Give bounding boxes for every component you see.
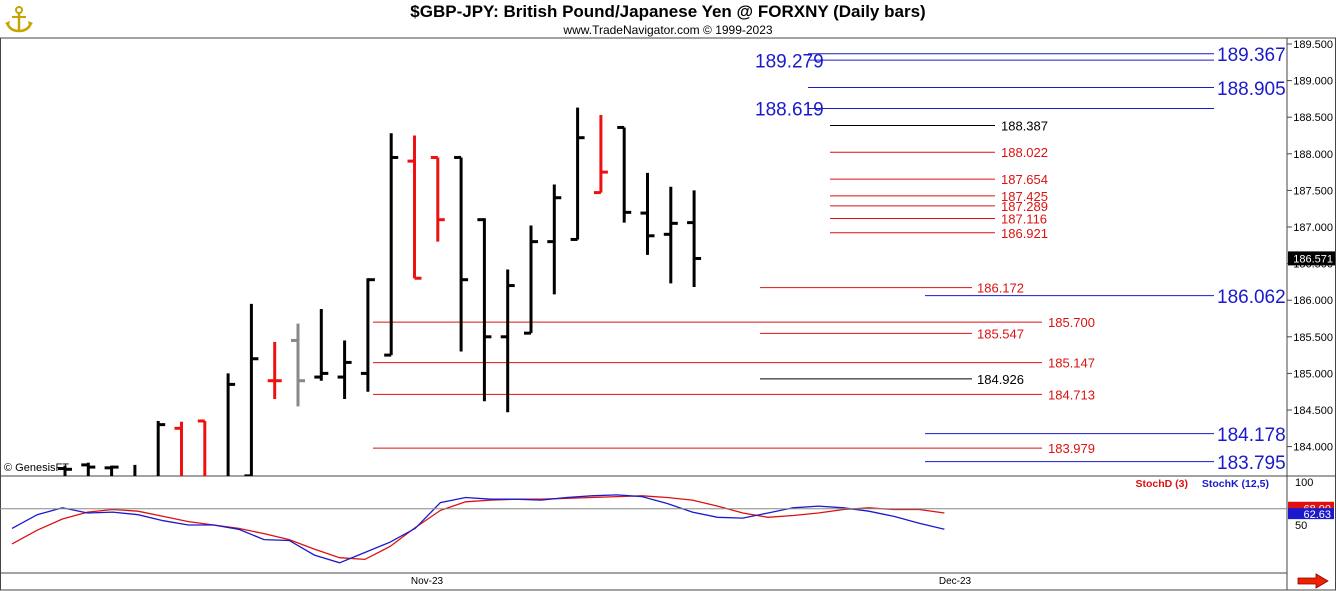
date-label: Nov-23: [411, 576, 444, 587]
level-label: 186.921: [1001, 226, 1048, 241]
price-tick-label: 187.500: [1293, 185, 1333, 197]
anchor-logo-icon: [5, 6, 33, 33]
price-tick-label: 189.000: [1293, 76, 1333, 88]
ohlc-bar: [81, 462, 96, 476]
price-tick-label: 188.000: [1293, 149, 1333, 161]
stoch-series-line: [11, 494, 945, 564]
ohlc-bar: [430, 155, 445, 242]
ohlc-bar: [226, 373, 236, 476]
stochd-legend: StochD (3): [1136, 478, 1189, 490]
ohlc-bar: [104, 465, 119, 476]
ohlc-bar: [197, 419, 207, 476]
ohlc-bar: [687, 190, 702, 288]
price-tick-label: 189.500: [1293, 39, 1333, 51]
ohlc-bar: [360, 278, 375, 392]
level-label: 184.926: [977, 372, 1024, 387]
ohlc-bar: [337, 340, 352, 400]
ohlc-bar: [291, 323, 305, 407]
ohlc-bar: [58, 465, 72, 476]
stochk-value-badge: [1288, 508, 1334, 520]
price-tick-label: 186.000: [1293, 295, 1333, 307]
ohlc-bar: [384, 133, 399, 357]
price-tick-label: 184.000: [1293, 442, 1333, 454]
price-tick-label: 188.500: [1293, 112, 1333, 124]
ohlc-bar: [640, 172, 655, 255]
ohlc-bar: [500, 269, 515, 413]
ohlc-bar: [570, 107, 585, 241]
last-price-label: 186.571: [1293, 253, 1333, 265]
ohlc-bar: [407, 135, 422, 280]
level-label: 187.116: [1001, 212, 1047, 227]
level-label: 187.654: [1001, 172, 1048, 187]
ohlc-bar: [244, 303, 259, 476]
level-label: 183.795: [1217, 453, 1286, 474]
level-label: 188.905: [1217, 79, 1286, 100]
ohlc-bar: [547, 184, 562, 295]
level-label: 189.279: [755, 51, 824, 72]
level-label: 185.147: [1048, 356, 1095, 371]
chart-subtitle: www.TradeNavigator.com © 1999-2023: [563, 23, 773, 37]
ohlc-bar: [267, 341, 282, 400]
stochastic-panel: StochD (3)StochK (12,5)1005068.9062.63: [0, 477, 1334, 564]
level-label: 188.022: [1001, 145, 1048, 160]
stoch-tick-label: 50: [1295, 520, 1307, 532]
level-label: 187.425: [1001, 189, 1048, 204]
stochk-legend: StochK (12,5): [1202, 478, 1269, 490]
level-label: 183.979: [1048, 441, 1095, 456]
price-tick-label: 185.000: [1293, 368, 1333, 380]
level-label: 186.062: [1217, 287, 1286, 308]
stoch-tick-label: 100: [1295, 477, 1313, 489]
ohlc-bar: [133, 464, 137, 476]
outer-frame: [0, 37, 1336, 591]
level-label: 186.172: [977, 281, 1024, 296]
ohlc-bar: [314, 308, 329, 381]
date-label: Dec-23: [939, 576, 972, 587]
level-label: 185.700: [1048, 315, 1095, 330]
plot-frame: [0, 37, 1336, 591]
level-label: 188.619: [755, 100, 824, 121]
price-tick-label: 187.000: [1293, 222, 1333, 234]
chart-title: $GBP-JPY: British Pound/Japanese Yen @ F…: [410, 2, 926, 21]
ohlc-bar: [593, 115, 608, 195]
ohlc-bar: [156, 420, 166, 476]
stochk-value: 62.63: [1303, 509, 1331, 521]
level-label: 187.289: [1001, 199, 1048, 214]
level-label: 189.367: [1217, 45, 1286, 66]
price-tick-label: 184.500: [1293, 405, 1333, 417]
copyright-label: © GenesisFT: [4, 462, 69, 474]
ohlc-bar: [454, 155, 469, 352]
last-price-badge: [1288, 251, 1335, 266]
ohlc-bar: [524, 225, 538, 335]
level-label: 185.547: [977, 326, 1024, 341]
ohlc-bar: [617, 125, 632, 223]
ohlc-bar: [477, 218, 492, 402]
price-levels: 189.367 189.279 188.905 188.619 188.387 188.0…: [373, 45, 1286, 474]
price-tick-label: 185.500: [1293, 332, 1333, 344]
right-arrow-icon[interactable]: [1297, 573, 1329, 589]
ohlc-bar: [663, 186, 678, 284]
ohlc-bar: [174, 421, 183, 476]
price-axis: 189.500 189.000 188.500 188.000 187.500 187.0…: [1287, 39, 1335, 454]
level-label: 184.178: [1217, 425, 1286, 446]
level-label: 184.713: [1048, 387, 1095, 402]
stoch-series-line: [11, 495, 945, 561]
level-label: 188.387: [1001, 119, 1048, 134]
ohlc-bars: [58, 107, 702, 476]
date-axis: Nov-23 Dec-23: [411, 576, 972, 587]
